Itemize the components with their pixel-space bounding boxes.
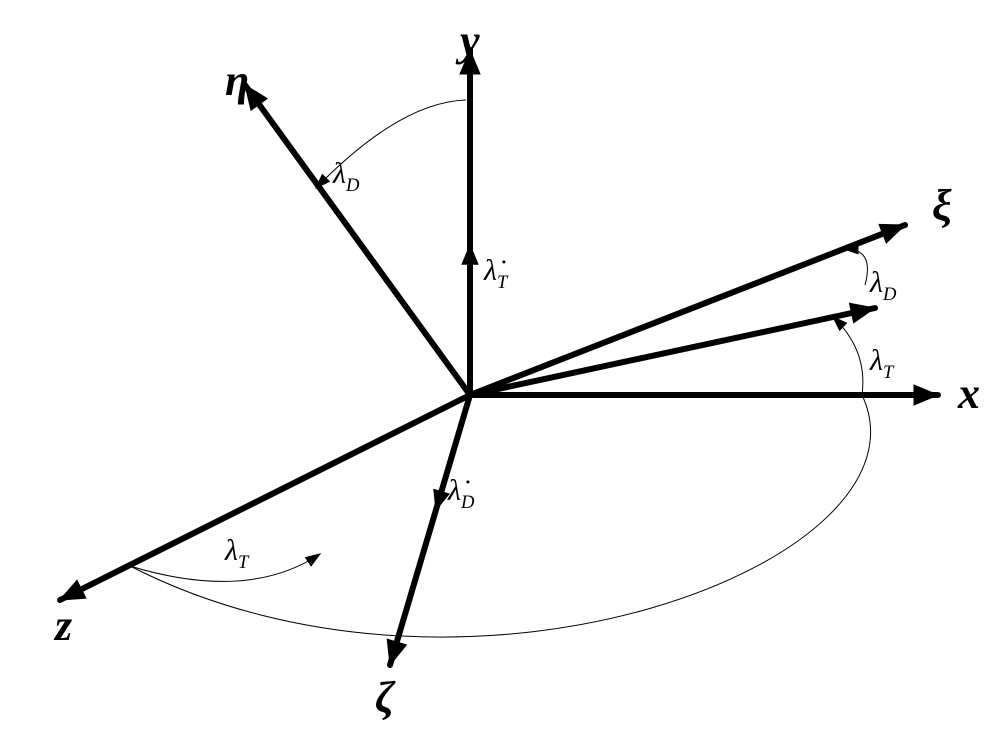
arc_lambda_t_right bbox=[833, 317, 863, 395]
lambda_t_dot-label: λ̇T bbox=[483, 254, 509, 293]
arc_lambda_d_right bbox=[844, 249, 867, 285]
axis-label-xi: ξ bbox=[932, 181, 952, 230]
axis-z bbox=[60, 395, 470, 600]
axis-eta bbox=[245, 85, 470, 395]
axis-line_lt bbox=[470, 308, 875, 395]
arc_lambda_t_right-label: λT bbox=[869, 344, 895, 383]
arc_lambda_t_bottom-label: λT bbox=[224, 534, 250, 573]
axis-label-z: z bbox=[53, 601, 72, 650]
axis-label-x: x bbox=[957, 369, 980, 418]
arc_lambda_d_right-label: λD bbox=[869, 266, 897, 305]
axis-label-y: y bbox=[455, 16, 480, 65]
axis-label-zeta: ζ bbox=[375, 673, 396, 722]
arc_lambda_d_top-label: λD bbox=[332, 157, 360, 196]
arc_big_sweep bbox=[130, 395, 871, 637]
axis-xi bbox=[470, 225, 905, 395]
coordinate-diagram: λT λD λD λT x y z ξ η ζ λ̇T λ̇D bbox=[0, 0, 1000, 755]
lambda_d_dot-label: λ̇D bbox=[447, 474, 475, 513]
axis-label-eta: η bbox=[225, 56, 249, 105]
